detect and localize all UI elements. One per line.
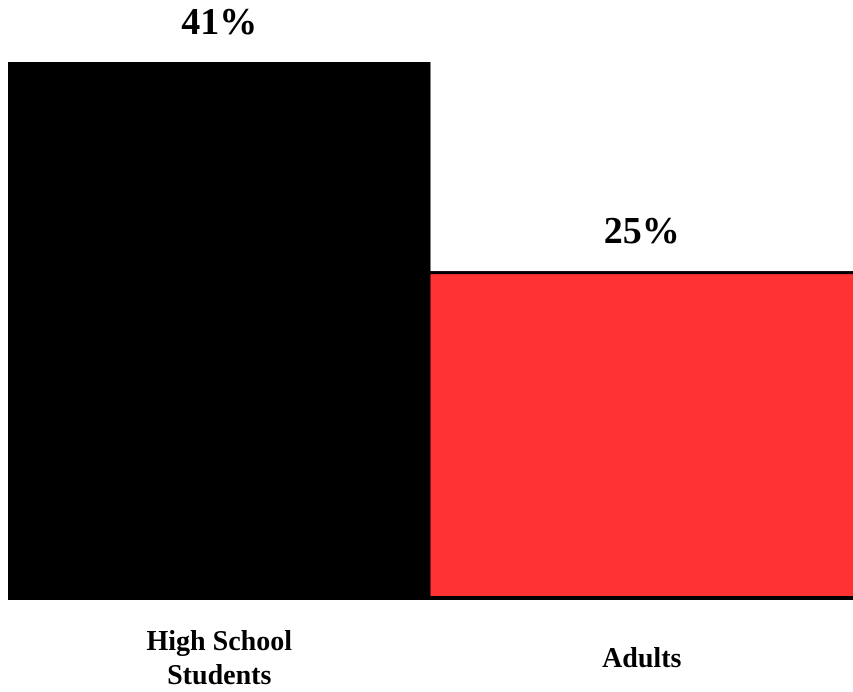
- bar-1: [430, 271, 853, 598]
- data-label-0: 41%: [181, 1, 257, 43]
- category-label-0: High School Students: [147, 626, 293, 691]
- category-label-1: Adults: [602, 643, 681, 674]
- data-label-1: 25%: [604, 210, 680, 252]
- bar-0: [8, 62, 431, 598]
